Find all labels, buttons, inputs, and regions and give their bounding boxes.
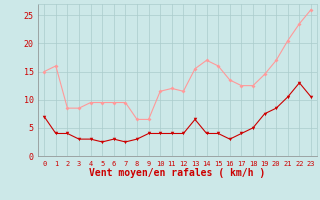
X-axis label: Vent moyen/en rafales ( km/h ): Vent moyen/en rafales ( km/h )	[90, 168, 266, 178]
